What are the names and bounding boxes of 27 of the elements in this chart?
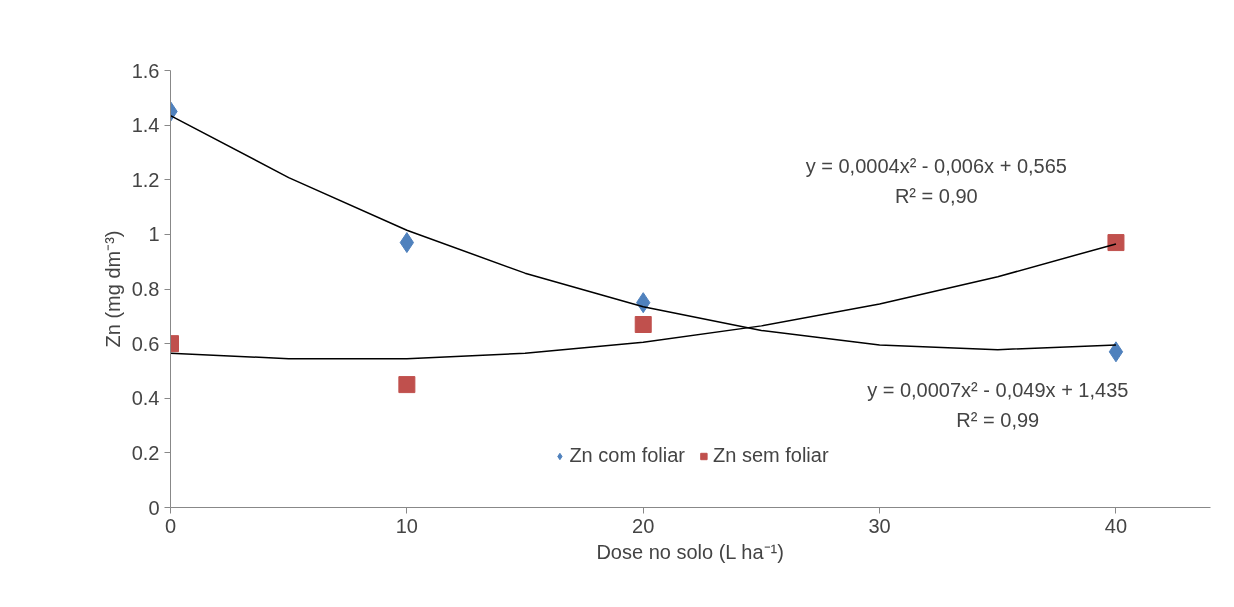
point bbox=[1108, 341, 1124, 363]
legend-label: Zn sem foliar bbox=[713, 444, 829, 467]
y-tick-label: 1 bbox=[148, 223, 160, 246]
y-tick-label: 0.8 bbox=[131, 278, 160, 300]
x-tick-label: 40 bbox=[1104, 514, 1128, 537]
y-tick-label: 1.2 bbox=[131, 168, 160, 191]
annotation: y = 0,0007x² - 0,049x + 1,435 bbox=[867, 379, 1129, 402]
annotation: R² = 0,99 bbox=[956, 409, 1040, 432]
point bbox=[398, 376, 416, 394]
x-axis-title: Dose no solo (L ha⁻¹) bbox=[596, 540, 784, 563]
annotation: R² = 0,90 bbox=[894, 185, 978, 208]
y-tick-label: 0.2 bbox=[131, 441, 160, 464]
y-tick-label: 1.4 bbox=[131, 114, 160, 137]
legend-label: Zn com foliar bbox=[569, 444, 685, 467]
x-tick-label: 30 bbox=[868, 514, 891, 537]
y-tick-label: 0 bbox=[148, 496, 160, 519]
point bbox=[399, 232, 415, 254]
annotation: y = 0,0004x² - 0,006x + 0,565 bbox=[805, 155, 1067, 178]
x-tick-label: 0 bbox=[164, 514, 177, 537]
point bbox=[1107, 234, 1125, 252]
x-tick-label: 10 bbox=[395, 514, 418, 537]
y-tick-label: 0.6 bbox=[131, 332, 160, 355]
y-axis-title: Zn (mg dm⁻³) bbox=[101, 230, 124, 348]
x-tick-label: 20 bbox=[632, 514, 655, 537]
point bbox=[634, 316, 652, 334]
y-tick-label: 0.4 bbox=[131, 387, 160, 410]
y-tick-label: 1.6 bbox=[131, 59, 160, 82]
